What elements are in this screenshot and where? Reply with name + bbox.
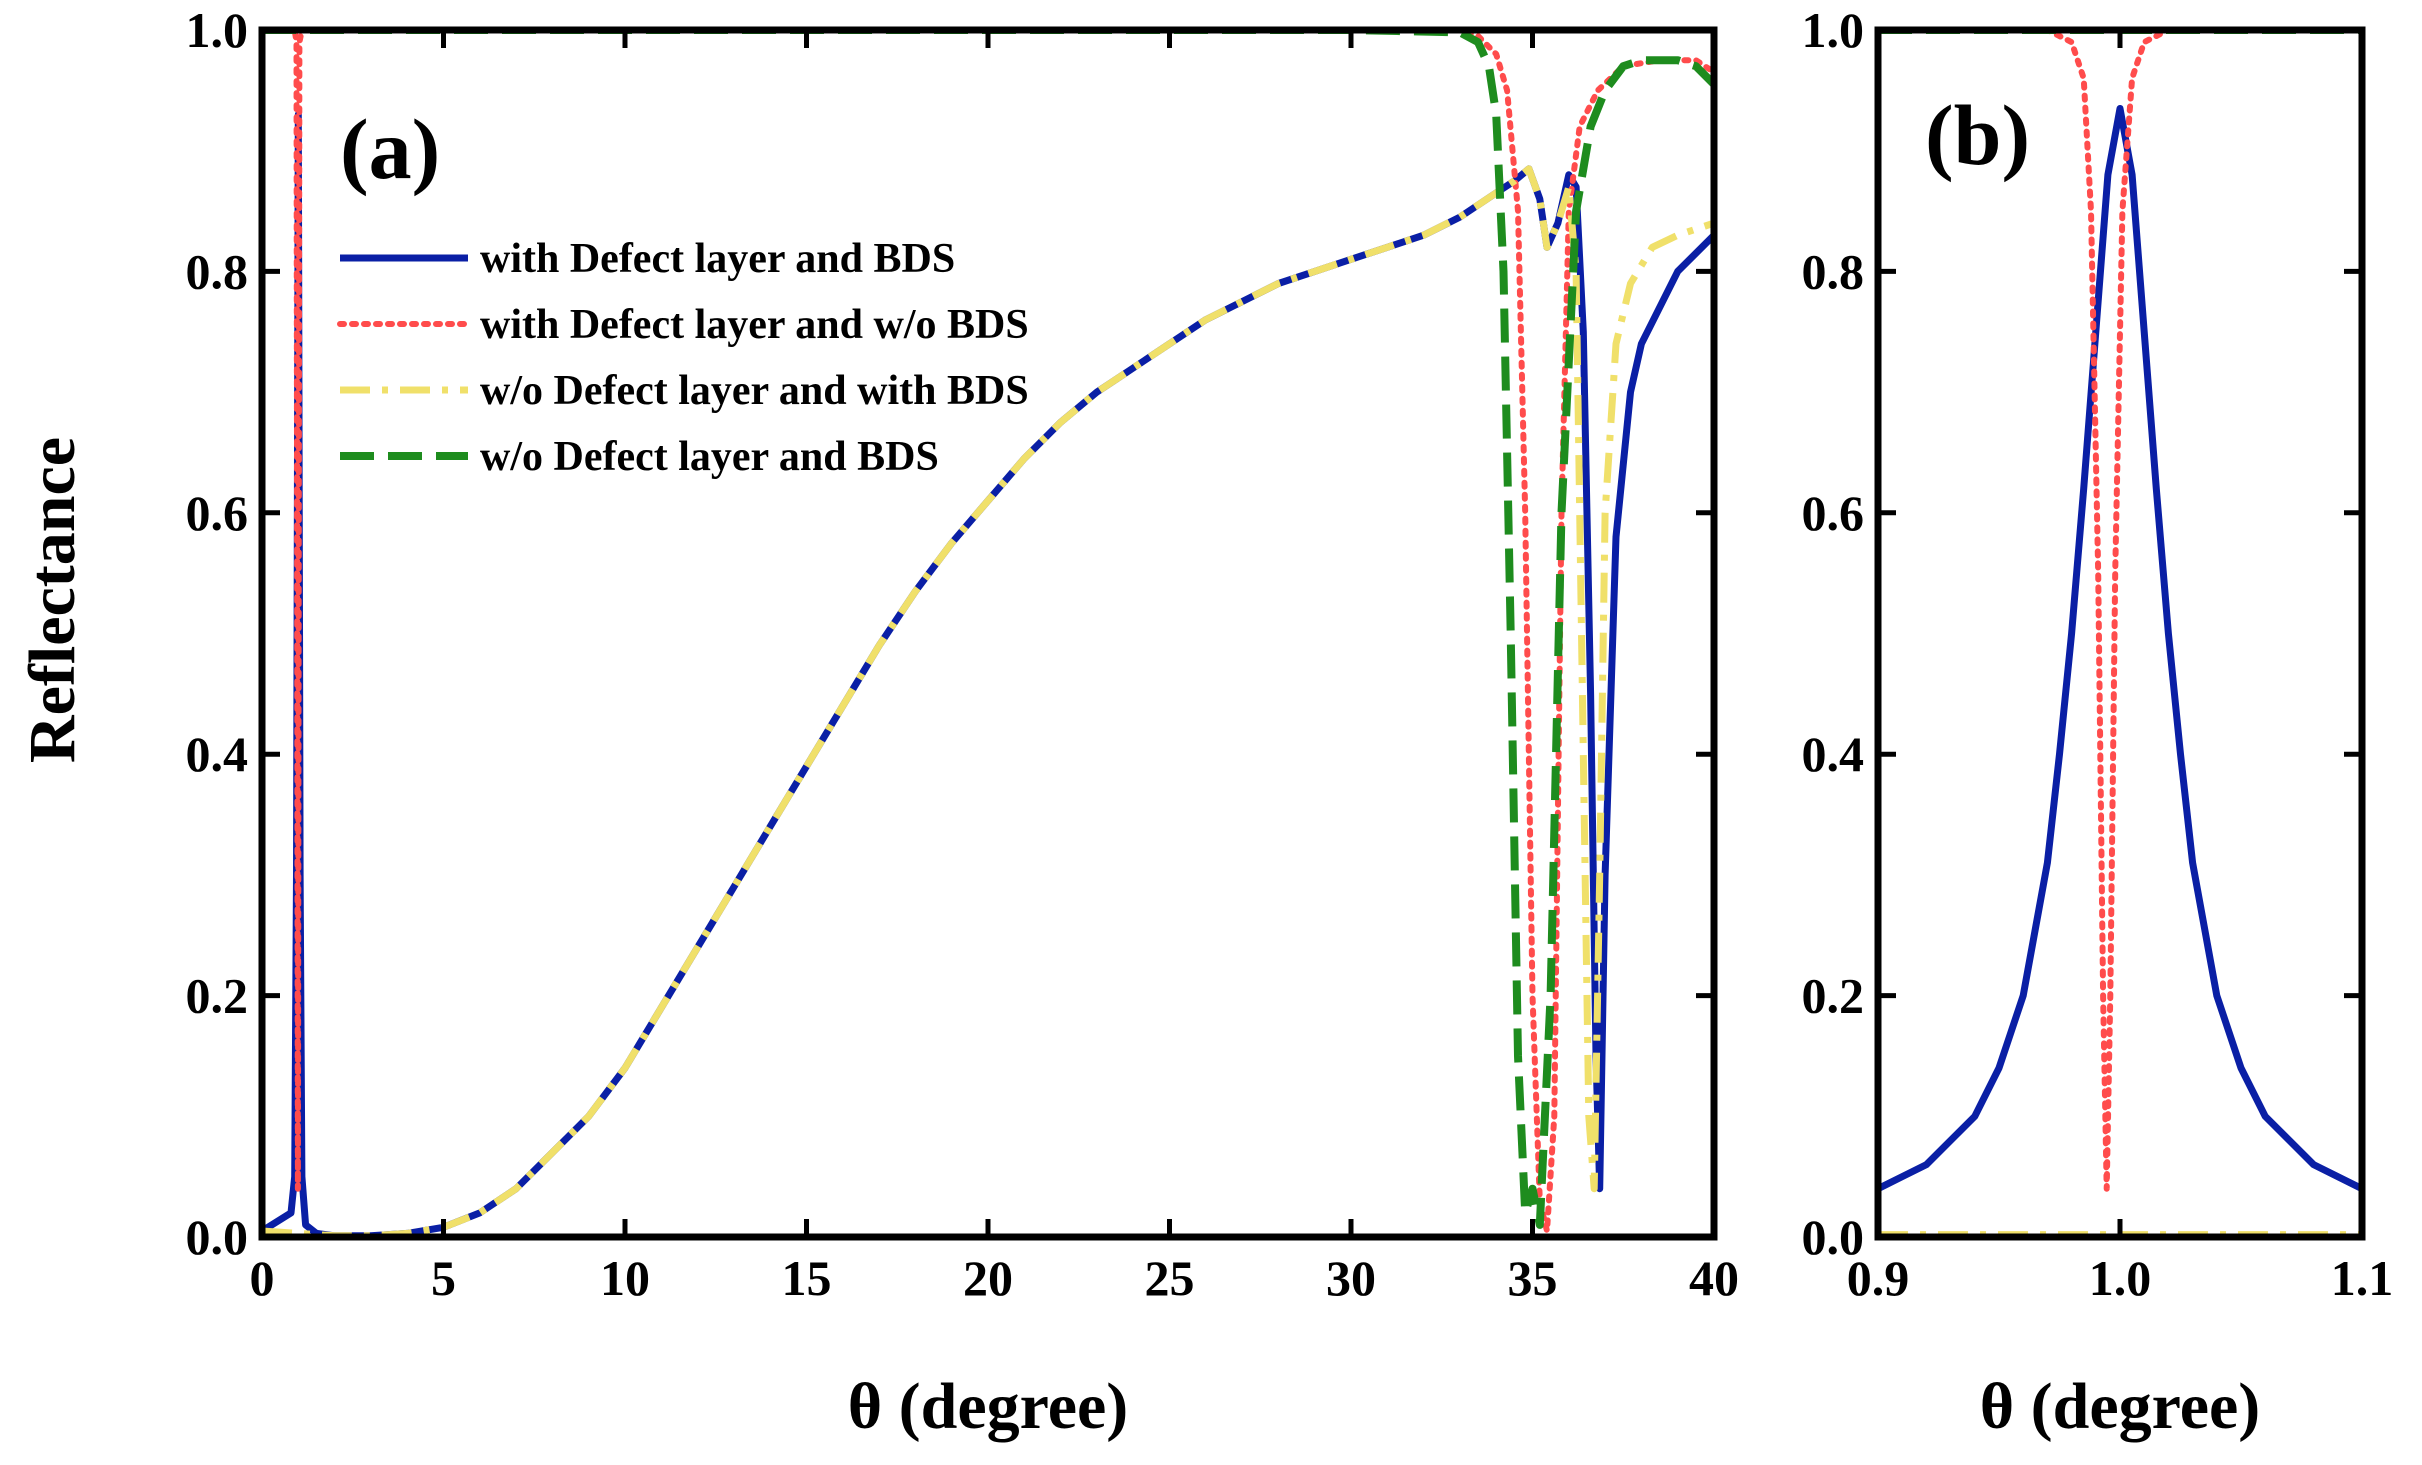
panel-b-x-tick-label: 1.0 (2089, 1250, 2152, 1306)
panel-a-x-tick-label: 15 (782, 1250, 832, 1306)
panel-a-label: (a) (340, 101, 440, 197)
panel-a-x-tick-label: 25 (1145, 1250, 1195, 1306)
panel-b-y-tick-label: 0.0 (1802, 1209, 1865, 1265)
panel-a-x-tick-label: 20 (963, 1250, 1013, 1306)
panel-b-y-tick-label: 0.2 (1802, 968, 1865, 1024)
panel-a-x-tick-label: 0 (250, 1250, 275, 1306)
panel-b-label: (b) (1925, 87, 2030, 183)
panel-b-series-1-line (1878, 105, 2362, 1192)
panel-a-y-tick-label: 1.0 (186, 2, 249, 58)
panel-a-series-1-line (262, 111, 1714, 1237)
panel-a-x-tick-label: 35 (1508, 1250, 1558, 1306)
legend-label-3: w/o Defect layer and with BDS (480, 368, 1029, 414)
panel-b-y-tick-label: 0.6 (1802, 485, 1865, 541)
panel-a-chart: 0 5 10 15 20 25 30 35 40 0.0 0.2 0.4 0.6 0.8 1.0 (a) θ… (186, 2, 1740, 1443)
panel-a-y-tick-label: 0.6 (186, 485, 249, 541)
panel-b-y-tick-label: 1.0 (1802, 2, 1865, 58)
panel-a-x-tick-label: 10 (600, 1250, 650, 1306)
panel-a-x-axis-title: θ (degree) (848, 1370, 1129, 1443)
panel-a-x-tick-label: 30 (1326, 1250, 1376, 1306)
legend-label-2: with Defect layer and w/o BDS (480, 302, 1029, 348)
panel-a-x-tick-label: 40 (1689, 1250, 1739, 1306)
panel-b-y-tick-label: 0.8 (1802, 243, 1865, 299)
panel-a-frame (258, 26, 1718, 1241)
panel-a-y-tick-label: 0.4 (186, 726, 249, 782)
legend: with Defect layer and BDS with Defect lay… (337, 236, 1029, 480)
panel-b-frame (1874, 26, 2366, 1241)
panel-a-series-2-line (262, 30, 1714, 1234)
legend-label-4: w/o Defect layer and BDS (480, 434, 939, 480)
legend-label-1: with Defect layer and BDS (480, 236, 955, 282)
panel-b-x-tick-label: 1.1 (2331, 1250, 2394, 1306)
panel-a-series-3-line (262, 165, 1714, 1237)
panel-b-x-tick-label: 0.9 (1847, 1250, 1910, 1306)
panel-b-series-2-line (1878, 30, 2362, 1192)
y-axis-title: Reflectance (16, 437, 89, 763)
panel-b-x-axis-title: θ (degree) (1980, 1370, 2261, 1443)
panel-b-y-tick-label: 0.4 (1802, 726, 1865, 782)
panel-a-y-tick-label: 0.0 (186, 1209, 249, 1265)
panel-b-chart: 0.9 1.0 1.1 0.0 0.2 0.4 0.6 0.8 1.0 (b) θ (degre… (1802, 2, 2394, 1443)
panel-a-series-4-line (262, 30, 1714, 1229)
panel-a-y-tick-label: 0.2 (186, 968, 249, 1024)
panel-a-y-tick-label: 0.8 (186, 243, 249, 299)
panel-a-x-tick-label: 5 (431, 1250, 456, 1306)
